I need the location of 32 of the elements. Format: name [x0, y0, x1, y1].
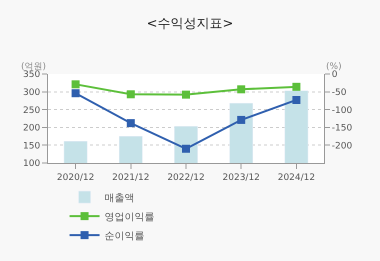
point: [237, 116, 246, 124]
y2-tick-label: -150: [332, 124, 352, 134]
x-tick-label: 2024/12: [278, 172, 316, 183]
point: [72, 89, 80, 98]
x-tick-label: 2020/12: [56, 172, 94, 183]
y-tick-label: 300: [23, 88, 40, 98]
y2-tick-label: -50: [332, 88, 347, 98]
y2-tick-label: -100: [332, 106, 352, 116]
legend-label: 순이익률: [104, 230, 145, 242]
point: [182, 90, 190, 99]
point: [237, 85, 246, 94]
y-axis-title: (억원): [21, 62, 46, 72]
x-tick-label: 2021/12: [112, 172, 150, 183]
y2-tick-label: 0: [332, 70, 338, 80]
point: [292, 82, 300, 91]
y-tick-label: 250: [23, 106, 40, 116]
y2-tick-label: -200: [332, 141, 352, 152]
y-tick-label: 150: [23, 141, 40, 152]
legend-label: 매출액: [104, 192, 135, 204]
y2-axis-title: (%): [326, 62, 342, 72]
point: [72, 80, 80, 88]
y-tick-label: 200: [23, 124, 40, 134]
x-tick-label: 2023/12: [222, 172, 260, 183]
point: [182, 144, 190, 153]
x-tick-label: 2022/12: [167, 172, 205, 183]
chart-title: <수익성지표>: [146, 16, 234, 32]
y-tick-label: 350: [23, 70, 40, 80]
y-tick-label: 100: [23, 159, 40, 170]
legend-label: 영업이익률: [104, 212, 155, 223]
point: [126, 90, 135, 98]
point: [126, 119, 135, 128]
point: [292, 96, 300, 104]
